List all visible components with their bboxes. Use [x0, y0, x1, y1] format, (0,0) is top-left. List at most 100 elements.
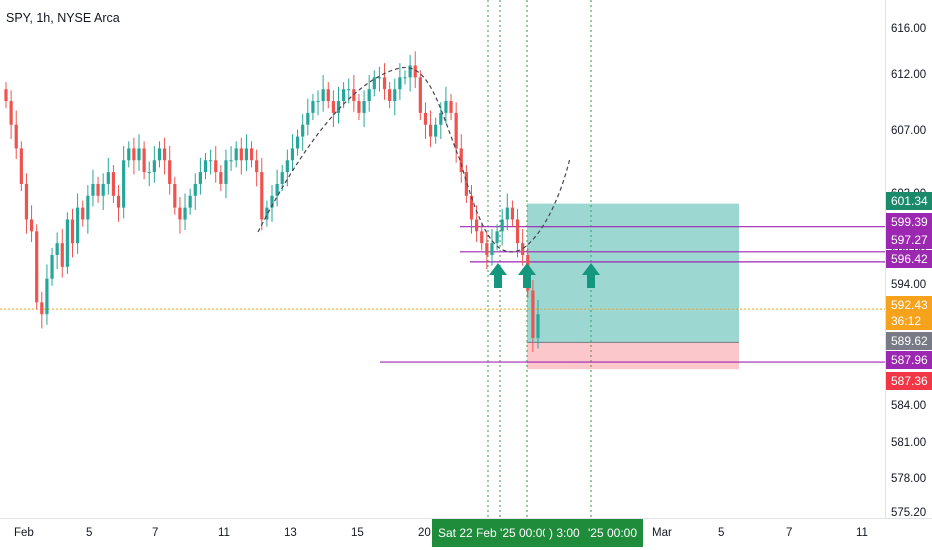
candle-body: [152, 160, 156, 173]
candle-body: [521, 243, 525, 255]
candle-body: [423, 112, 428, 125]
candle-body: [137, 148, 141, 161]
candle-body: [342, 89, 346, 102]
candle-body: [111, 172, 116, 196]
time-tick: 5: [718, 527, 725, 539]
candle-body: [428, 124, 433, 137]
candle-body: [239, 148, 243, 161]
candle-body: [147, 172, 151, 174]
candle-body: [214, 160, 218, 173]
candle-body: [362, 101, 366, 113]
candle-body: [418, 77, 422, 113]
candle-body: [311, 101, 315, 113]
candle-body: [178, 207, 182, 220]
price-label: 592.43 36:12: [886, 296, 932, 330]
price-tick: 584.00: [891, 400, 927, 412]
candle-body: [173, 183, 177, 208]
candle-body: [229, 160, 233, 162]
candle-body: [188, 195, 192, 208]
candle-body: [40, 302, 44, 315]
cursor-date-label: Sat 22 Feb '25 00:00: [432, 519, 556, 547]
candle-body: [454, 112, 458, 149]
candle-body: [398, 77, 402, 90]
candle-body: [157, 148, 162, 161]
candle-body: [331, 101, 335, 113]
cursor-date-label-2: ) 3:00: [545, 519, 584, 547]
candle-body: [193, 183, 197, 196]
candle-body: [209, 160, 213, 162]
candle-body: [55, 243, 59, 255]
candle-body: [290, 148, 295, 161]
price-tick: 575.20: [891, 507, 927, 519]
price-tick: 612.00: [891, 69, 927, 81]
candle-body: [321, 89, 325, 102]
candle-body: [531, 290, 535, 338]
time-tick: 11: [218, 527, 230, 539]
price-label: 597.27: [886, 231, 932, 249]
candle-body: [413, 65, 417, 78]
candle-body: [449, 101, 453, 113]
candle-body: [9, 101, 13, 125]
candle-body: [265, 207, 269, 220]
candle-body: [168, 160, 172, 184]
candle-body: [295, 136, 300, 149]
candle-body: [270, 195, 274, 208]
up-arrow-icon-1: [518, 263, 536, 288]
candle-body: [316, 101, 320, 103]
candle-body: [485, 243, 489, 255]
candle-body: [326, 89, 330, 102]
candle-body: [285, 160, 289, 173]
candle-body: [490, 243, 494, 255]
candle-body: [408, 65, 412, 78]
time-tick: 13: [284, 527, 297, 539]
chart-title: SPY, 1h, NYSE Arca: [6, 11, 120, 25]
candle-body: [127, 148, 131, 161]
candle-body: [106, 172, 110, 184]
price-label: 589.62: [886, 332, 932, 350]
candle-body: [495, 231, 499, 244]
target-zone: [527, 203, 739, 343]
candle-body: [459, 148, 463, 173]
candle-body: [86, 195, 90, 220]
price-tick: 581.00: [891, 437, 927, 449]
candle-body: [260, 172, 264, 220]
candle-body: [510, 207, 515, 220]
candle-body: [35, 231, 39, 303]
candle-body: [219, 172, 223, 184]
candle-body: [244, 148, 249, 161]
candle-body: [403, 77, 407, 79]
price-label: 596.42: [886, 250, 932, 268]
price-tick: 578.00: [891, 473, 927, 485]
candle-body: [116, 195, 121, 208]
candle-body: [81, 207, 85, 220]
candle-body: [255, 160, 259, 173]
candle-body: [122, 160, 126, 208]
time-tick: 7: [786, 527, 793, 539]
cursor-date-label-3: '25 00:00: [582, 519, 644, 547]
candle-body: [50, 255, 54, 279]
candle-body: [301, 124, 305, 137]
candle-body: [505, 207, 509, 220]
time-tick: 15: [351, 527, 364, 539]
candle-body: [275, 183, 279, 196]
candle-body: [377, 77, 382, 79]
candle-body: [65, 219, 69, 267]
candle-body: [434, 124, 438, 137]
time-tick: 7: [152, 527, 159, 539]
candle-body: [76, 207, 80, 244]
candle-body: [101, 183, 105, 196]
candle-body: [306, 112, 310, 125]
price-label: 587.96: [886, 351, 932, 369]
candle-body: [439, 112, 443, 125]
candle-body: [183, 207, 187, 220]
candle-body: [500, 219, 504, 232]
time-tick: 5: [86, 527, 93, 539]
candle-body: [60, 243, 64, 267]
candle-body: [536, 314, 540, 338]
candle-body: [336, 101, 341, 113]
candle-body: [357, 101, 361, 113]
price-tick: 594.00: [891, 279, 927, 291]
time-tick: Mar: [652, 527, 672, 539]
candle-body: [96, 183, 100, 196]
